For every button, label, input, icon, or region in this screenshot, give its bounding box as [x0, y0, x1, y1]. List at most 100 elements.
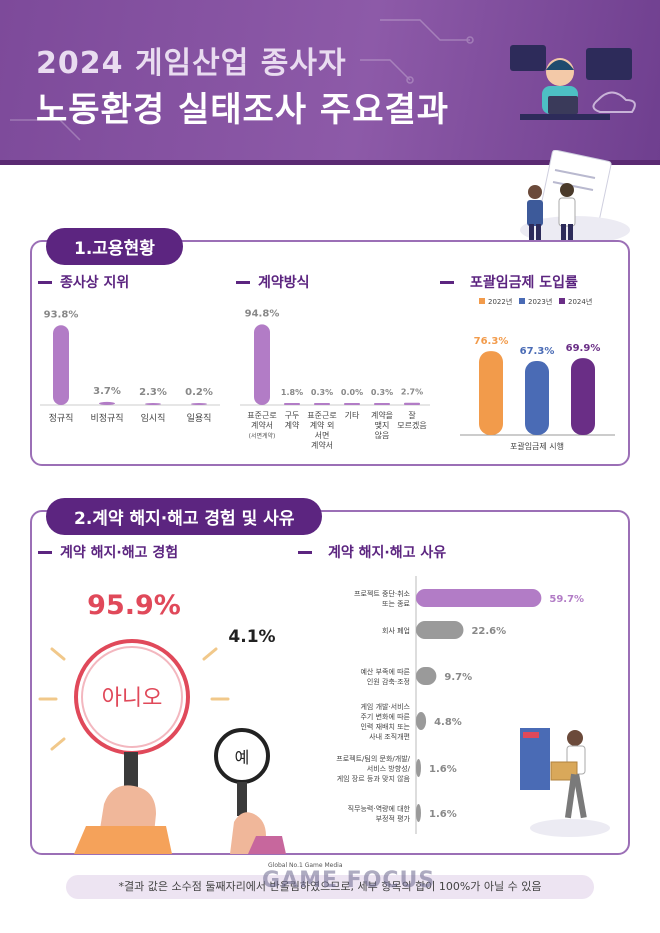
contract-value-label: 0.0%	[341, 388, 363, 397]
reasons-value-label: 1.6%	[429, 764, 457, 775]
handshake-illustration	[520, 150, 630, 244]
contract-category-label: 계약	[285, 420, 300, 430]
status-category-label: 임시직	[141, 412, 166, 424]
reasons-value-label: 9.7%	[444, 672, 472, 683]
header-banner: 2024 게임산업 종사자 노동환경 실태조사 주요결과	[0, 0, 660, 165]
contract-category-label: 계약서	[311, 440, 333, 450]
reasons-heading-line	[298, 551, 312, 554]
contract-bar	[404, 402, 420, 405]
reasons-heading: 계약 해지·해고 사유	[328, 545, 447, 561]
contract-category-label: 서면	[315, 430, 330, 440]
reasons-category-label: 프로젝트/팀의 문화/개발/	[336, 754, 410, 763]
status-category-label: 비정규직	[90, 413, 123, 424]
inclusive-bar	[571, 358, 595, 435]
reasons-bar	[416, 589, 542, 607]
status-value-label: 3.7%	[93, 386, 121, 397]
reasons-value-label: 4.8%	[434, 717, 462, 728]
yes-label: 예	[235, 748, 250, 767]
reasons-category-label: 서비스 방향성/	[367, 764, 411, 773]
reasons-category-label: 회사 폐업	[382, 626, 410, 635]
status-category-label: 정규직	[49, 413, 74, 424]
footer-note: *결과 값은 소수점 둘째자리에서 반올림하였으므로, 세부 항목의 합이 10…	[66, 875, 594, 899]
reasons-category-label: 게임 개발·서비스	[360, 702, 410, 711]
reasons-category-label: 또는 종료	[382, 600, 411, 608]
contract-bar	[344, 403, 360, 405]
title-line-1: 2024 게임산업 종사자	[36, 46, 347, 81]
status-category-label: 일용직	[187, 413, 212, 424]
contract-category-label: 구두	[285, 411, 300, 420]
exit-worker-illustration	[520, 728, 610, 837]
contract-sub-note: (서면계약)	[249, 432, 276, 440]
contract-category-label: 잘	[408, 411, 416, 420]
title-line-2: 노동환경 실태조사 주요결과	[36, 90, 450, 130]
inclusive-legend-swatch	[519, 298, 525, 304]
contract-value-label: 0.3%	[371, 388, 393, 397]
reasons-bar	[416, 759, 421, 777]
inclusive-value-label: 67.3%	[520, 346, 555, 357]
status-value-label: 0.2%	[185, 387, 213, 398]
contract-category-label: 표준근로	[247, 411, 276, 420]
status-value-label: 2.3%	[139, 387, 167, 398]
contract-value-label: 2.7%	[401, 388, 423, 397]
status-bar	[53, 325, 69, 405]
status-bar	[191, 403, 207, 405]
reasons-category-label: 게임 장르 등과 맞지 않음	[337, 774, 411, 783]
reasons-category-label: 직무능력·역량에 대한	[348, 804, 411, 813]
section2-label: 2.계약 해지·해고 경험 및 사유	[46, 498, 323, 535]
brand-logo: GAME FOCUS	[262, 868, 436, 893]
contract-bar	[284, 403, 300, 405]
header-illustration	[10, 19, 636, 141]
experience-heading: 계약 해지·해고 경험	[60, 545, 179, 561]
contract-category-label: 계약을	[371, 410, 393, 420]
status-bar	[145, 403, 161, 405]
inclusive-legend-swatch	[479, 298, 485, 304]
inclusive-chart: 2022년 2023년 2024년 76.3% 67.3% 69.9% 포괄임금제 시행	[460, 297, 615, 451]
no-label: 아니오	[102, 686, 163, 711]
contract-category-label: 기타	[345, 411, 360, 420]
reasons-value-label: 59.7%	[549, 594, 584, 605]
yes-value: 4.1%	[228, 627, 275, 647]
contract-bar	[254, 324, 270, 405]
contract-category-label: 계약 외	[310, 420, 335, 430]
no-value: 95.9%	[87, 590, 181, 621]
reasons-value-label: 22.6%	[471, 626, 506, 637]
contract-category-label: 않음	[375, 431, 390, 440]
contract-category-label: 모르겠음	[397, 420, 426, 430]
reasons-bar	[416, 667, 437, 685]
reasons-bar	[416, 804, 421, 822]
inclusive-legend-label: 2022년	[488, 297, 512, 306]
inclusive-bar	[479, 351, 503, 435]
experience-illustration: 95.9% 아니오 4.1% 예	[38, 590, 286, 854]
inclusive-heading-line	[440, 281, 454, 284]
contract-category-label: 계약서	[251, 420, 273, 430]
contract-category-label: 표준근로	[307, 411, 336, 420]
section1-label: 1.고용현황	[46, 228, 183, 265]
worker-illustration	[510, 45, 636, 120]
contract-value-label: 0.3%	[311, 388, 333, 397]
no-magnifier-handle	[124, 752, 138, 792]
reasons-bar	[416, 621, 464, 639]
reasons-category-label: 인원 감축·조정	[367, 677, 410, 686]
inclusive-heading: 포괄임금제 도입률	[470, 275, 578, 291]
inclusive-value-label: 76.3%	[474, 336, 509, 347]
contract-heading: 계약방식	[258, 275, 310, 291]
inclusive-value-label: 69.9%	[566, 343, 601, 354]
reasons-category-label: 프로젝트 중단·취소	[354, 589, 411, 598]
header-stripe	[0, 160, 660, 165]
contract-heading-line	[236, 281, 250, 284]
reasons-category-label: 예산 부족에 따른	[360, 667, 410, 676]
contract-bar	[374, 403, 390, 405]
status-heading: 종사상 지위	[60, 275, 130, 291]
status-value-label: 93.8%	[44, 309, 79, 320]
contract-category-label: 맺지	[375, 420, 390, 430]
reasons-bar	[416, 712, 427, 730]
inclusive-legend-label: 2024년	[568, 297, 592, 306]
reasons-category-label: 사내 조직개편	[369, 732, 410, 741]
reasons-category-label: 주기 변화에 따른	[360, 712, 410, 721]
status-bar	[99, 401, 115, 405]
reasons-category-label: 부정적 평가	[376, 814, 411, 823]
inclusive-legend-swatch	[559, 298, 565, 304]
burst-lines	[38, 647, 230, 751]
